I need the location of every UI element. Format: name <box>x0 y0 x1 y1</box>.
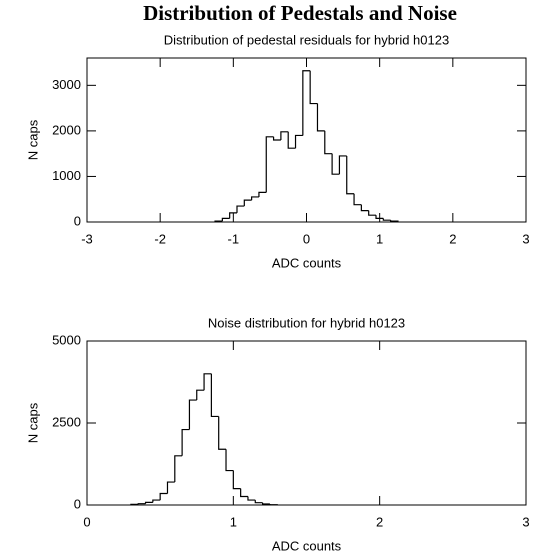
page-title: Distribution of Pedestals and Noise <box>143 1 457 25</box>
histogram-bin <box>166 481 175 494</box>
histogram-bin <box>294 134 303 149</box>
histogram-bin <box>188 399 197 430</box>
x-tick-label: 2 <box>449 231 456 246</box>
histogram-bin <box>331 153 340 175</box>
histogram-bin <box>196 389 205 401</box>
histogram-bin <box>390 220 399 222</box>
x-tick-label: 3 <box>522 231 529 246</box>
x-tick-label: -2 <box>154 231 166 246</box>
histogram-bin <box>269 504 278 506</box>
histogram-bin <box>229 212 237 219</box>
histogram-bin <box>272 136 281 141</box>
y-tick-label: 2500 <box>52 414 81 429</box>
y-tick-label: 3000 <box>52 77 81 92</box>
x-tick-label: 1 <box>376 231 383 246</box>
histogram-bin <box>236 205 245 213</box>
histogram-bin <box>247 496 256 501</box>
x-tick-label: 1 <box>230 514 237 529</box>
x-axis-label: ADC counts <box>272 538 342 553</box>
x-tick-label: 0 <box>303 231 310 246</box>
histogram-bin <box>232 470 241 490</box>
chart-title: Distribution of pedestal residuals for h… <box>164 32 449 47</box>
histogram-bin <box>368 210 377 216</box>
histogram-bin <box>251 196 259 201</box>
y-tick-label: 1000 <box>52 168 81 183</box>
histogram-bin <box>152 499 161 503</box>
x-tick-label: -1 <box>228 231 240 246</box>
histogram-bin <box>382 218 391 221</box>
histogram-bin <box>353 193 362 206</box>
histogram-bin <box>221 217 230 222</box>
y-tick-label: 0 <box>74 213 81 228</box>
histogram-bin <box>137 503 146 505</box>
histogram-bin <box>280 131 289 140</box>
histogram-bin <box>130 503 139 505</box>
histogram-bin <box>225 449 234 472</box>
histogram-bin <box>309 70 318 105</box>
histogram-bin <box>302 70 311 136</box>
y-tick-label: 2000 <box>52 122 81 137</box>
histogram-bin <box>346 155 355 195</box>
histogram-bin <box>254 500 263 504</box>
histogram-bin <box>360 204 369 212</box>
histogram-bin <box>174 455 183 483</box>
histogram-bin <box>218 416 227 450</box>
histogram-bin <box>375 215 384 219</box>
x-tick-label: 0 <box>83 514 90 529</box>
histogram-bin <box>324 130 333 155</box>
y-tick-label: 5000 <box>52 332 81 347</box>
y-tick-label: 0 <box>74 496 81 511</box>
y-axis-label: N caps <box>25 402 40 443</box>
histogram-bin <box>144 501 153 504</box>
x-tick-label: 3 <box>522 514 529 529</box>
histogram-bin <box>338 155 347 175</box>
histogram-bin <box>214 220 223 222</box>
histogram-bin <box>287 131 296 149</box>
x-tick-label: 2 <box>376 514 383 529</box>
plot-frame <box>86 340 527 506</box>
histogram-bin <box>316 103 325 132</box>
histogram-bin <box>210 373 219 418</box>
histogram-bin <box>243 199 252 207</box>
chart-title: Noise distribution for hybrid h0123 <box>208 315 405 330</box>
histogram-bin <box>203 373 212 391</box>
histogram-bin <box>159 492 168 501</box>
histogram-bin <box>262 502 270 505</box>
histogram-bin <box>181 428 190 456</box>
x-tick-label: -3 <box>81 231 93 246</box>
histogram-bin <box>265 136 274 193</box>
histogram-bin <box>258 191 267 197</box>
plot-frame <box>86 57 527 223</box>
y-axis-label: N caps <box>25 119 40 160</box>
x-axis-label: ADC counts <box>272 255 342 270</box>
histogram-bin <box>240 488 248 498</box>
